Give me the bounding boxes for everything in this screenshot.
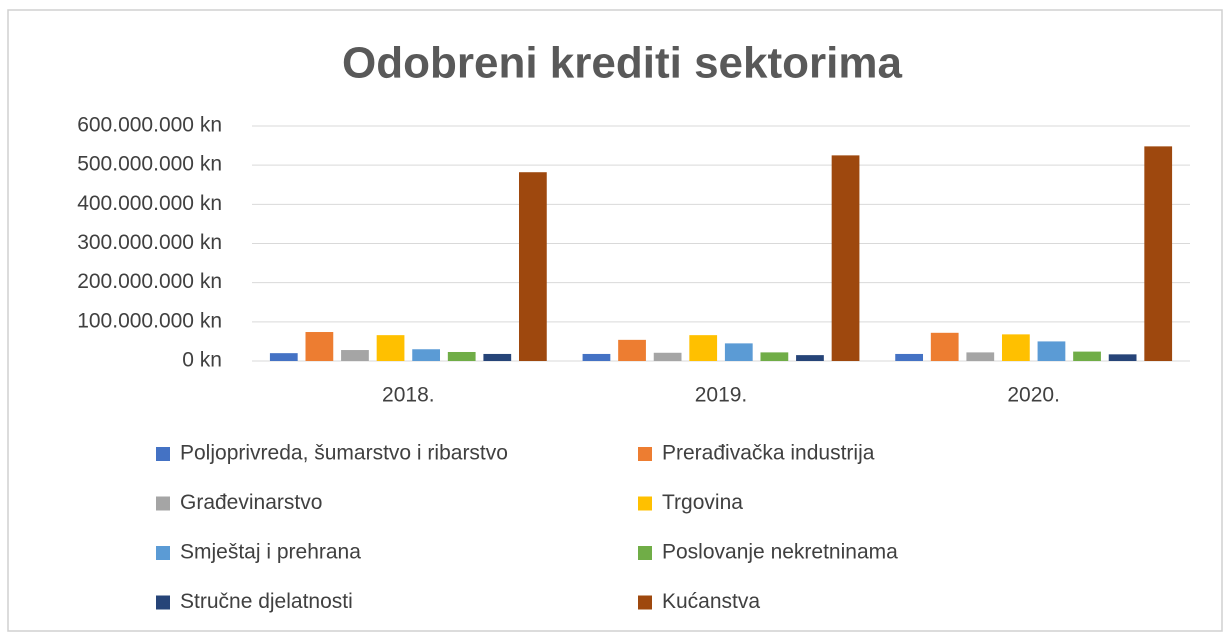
bar bbox=[760, 352, 789, 361]
legend-swatch bbox=[156, 496, 170, 511]
legend-label: Smještaj i prehrana bbox=[180, 541, 361, 564]
y-tick-label: 600.000.000 kn bbox=[77, 114, 222, 137]
bar bbox=[582, 353, 611, 361]
legend-swatch bbox=[638, 595, 652, 610]
legend-label: Stručne djelatnosti bbox=[180, 590, 353, 613]
x-tick-label: 2020. bbox=[1007, 384, 1060, 407]
bar bbox=[305, 332, 334, 361]
bar bbox=[1037, 341, 1066, 361]
bar bbox=[412, 349, 441, 361]
bar bbox=[1144, 146, 1173, 361]
bar bbox=[930, 332, 959, 361]
bar bbox=[1073, 351, 1101, 361]
bar bbox=[447, 351, 476, 361]
legend-label: Poslovanje nekretninama bbox=[662, 541, 898, 564]
bar bbox=[895, 353, 924, 361]
y-tick-label: 500.000.000 kn bbox=[77, 153, 222, 176]
legend-label: Građevinarstvo bbox=[180, 491, 322, 514]
legend-swatch bbox=[156, 595, 170, 610]
bar bbox=[1001, 334, 1030, 361]
bar bbox=[689, 335, 718, 361]
legend-label: Poljoprivreda, šumarstvo i ribarstvo bbox=[180, 442, 508, 465]
bar bbox=[269, 353, 298, 361]
bar bbox=[831, 155, 860, 361]
x-tick-label: 2019. bbox=[695, 384, 748, 407]
legend-swatch bbox=[638, 496, 652, 511]
bar bbox=[518, 172, 547, 361]
legend-label: Kućanstva bbox=[662, 590, 760, 613]
bar bbox=[966, 352, 995, 361]
x-tick-label: 2018. bbox=[382, 384, 435, 407]
bar bbox=[796, 355, 824, 361]
y-tick-label: 100.000.000 kn bbox=[77, 309, 222, 332]
chart-border bbox=[7, 9, 1223, 632]
bar bbox=[1108, 354, 1137, 361]
bar bbox=[376, 335, 405, 361]
y-tick-label: 400.000.000 kn bbox=[77, 192, 222, 215]
chart-title: Odobreni krediti sektorima bbox=[342, 39, 902, 88]
legend-swatch bbox=[638, 447, 652, 461]
bar bbox=[618, 339, 646, 361]
legend-swatch bbox=[156, 546, 170, 560]
y-tick-label: 200.000.000 kn bbox=[77, 270, 222, 293]
bar bbox=[483, 353, 512, 361]
legend-label: Trgovina bbox=[662, 491, 743, 514]
bar bbox=[653, 352, 682, 361]
legend-label: Prerađivačka industrija bbox=[662, 442, 875, 465]
bar bbox=[341, 350, 369, 361]
y-tick-label: 300.000.000 kn bbox=[77, 231, 222, 254]
legend-swatch bbox=[156, 447, 170, 461]
y-tick-label: 0 kn bbox=[182, 349, 222, 372]
legend-swatch bbox=[638, 546, 652, 560]
bar bbox=[724, 343, 753, 361]
